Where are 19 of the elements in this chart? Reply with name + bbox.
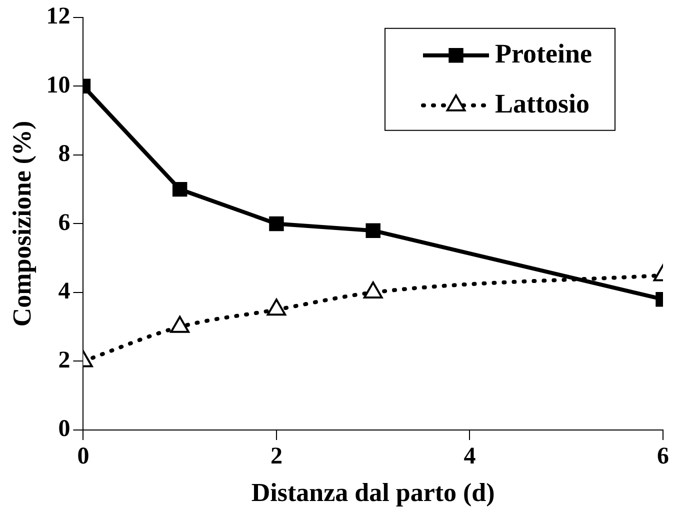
y-tick-label: 12 <box>46 4 70 30</box>
point <box>363 281 383 298</box>
x-tick-label: 6 <box>657 444 669 470</box>
y-tick-label: 0 <box>58 416 70 442</box>
x-axis-title: Distanza dal parto (d) <box>251 478 495 508</box>
x-tick-label: 0 <box>77 444 90 470</box>
y-tick-label: 6 <box>58 210 70 236</box>
y-tick-label: 10 <box>46 72 70 98</box>
point <box>269 216 284 232</box>
y-axis-title: Composizione (%) <box>7 120 36 327</box>
point <box>366 223 380 238</box>
y-tick-label: 8 <box>58 141 70 168</box>
y-tick-label: 4 <box>58 278 70 305</box>
x-tick-label: 2 <box>270 444 282 470</box>
legend-label: Proteine <box>495 38 592 68</box>
legend-label: Lattosio <box>495 88 590 118</box>
y-tick-label: 2 <box>58 347 70 374</box>
x-tick-label: 4 <box>464 444 476 470</box>
point <box>266 298 286 316</box>
